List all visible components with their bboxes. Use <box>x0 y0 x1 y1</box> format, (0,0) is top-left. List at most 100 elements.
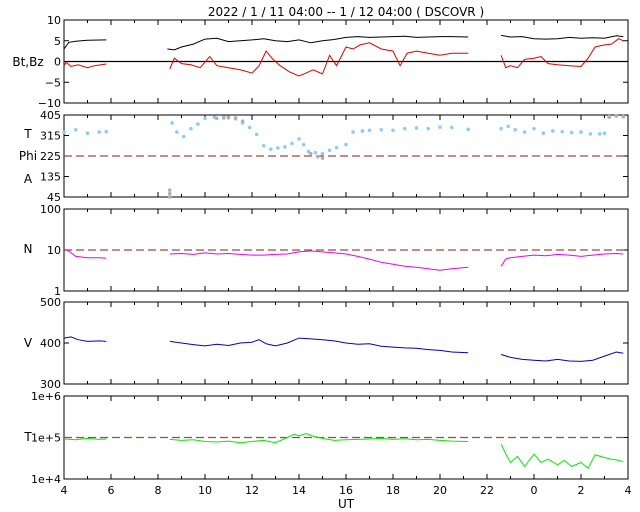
series-line-v <box>63 336 107 342</box>
y-tick-label: 315 <box>40 130 61 143</box>
y-axis-label: T <box>23 430 32 444</box>
data-point-phi <box>170 121 174 125</box>
data-point-phi <box>414 126 419 130</box>
data-point-phi-low- <box>316 154 320 159</box>
y-tick-label: 10 <box>47 244 61 257</box>
y-axis-label: V <box>24 336 33 350</box>
data-point-phi <box>104 129 109 134</box>
y-tick-label: 45 <box>47 191 61 204</box>
data-point-phi <box>261 143 266 148</box>
x-tick-label: 8 <box>155 484 162 497</box>
y-tick-label: 405 <box>40 109 61 122</box>
y-axis-label: Phi <box>19 149 37 163</box>
data-point-phi-low- <box>233 116 238 120</box>
x-tick-label: 14 <box>292 484 306 497</box>
data-point-phi <box>297 137 301 141</box>
data-point-phi <box>254 132 259 137</box>
data-point-phi <box>320 151 325 156</box>
data-point-phi <box>426 126 431 131</box>
data-point-phi-low- <box>607 115 611 120</box>
data-point-phi <box>379 128 384 132</box>
data-point-phi <box>402 126 407 131</box>
data-point-phi-low- <box>320 156 325 161</box>
series-line-n <box>169 250 469 271</box>
data-point-phi <box>569 130 574 135</box>
data-point-phi <box>391 128 395 133</box>
y-tick-label: 500 <box>40 296 61 309</box>
x-tick-label: 10 <box>198 484 212 497</box>
data-point-phi-low- <box>214 116 219 121</box>
y-tick-label: 300 <box>40 378 61 391</box>
y-tick-label: 225 <box>40 150 61 163</box>
y-tick-label: −10 <box>38 97 61 110</box>
y-tick-label: 1e+4 <box>31 473 61 486</box>
series-line-n <box>500 252 624 267</box>
x-tick-label: 6 <box>108 484 115 497</box>
series-line-bz <box>63 61 107 69</box>
data-point-phi <box>560 129 564 134</box>
data-point-phi-low- <box>614 113 619 118</box>
y-tick-label: 135 <box>40 171 61 184</box>
data-point-phi-low- <box>167 191 172 196</box>
y-axis-label: T <box>23 127 32 141</box>
series-line-t <box>63 437 107 441</box>
data-point-phi <box>62 130 66 134</box>
data-point-phi <box>588 132 593 136</box>
data-point-phi <box>449 125 454 130</box>
data-point-phi <box>175 130 179 134</box>
data-point-phi <box>290 141 294 146</box>
x-tick-label: 20 <box>433 484 447 497</box>
x-tick-label: 4 <box>61 484 68 497</box>
y-axis-label: A <box>24 172 33 186</box>
x-tick-label: 2 <box>578 484 585 497</box>
x-tick-label: 18 <box>386 484 400 497</box>
x-tick-label: 4 <box>625 484 632 497</box>
y-tick-label: 1e+6 <box>31 390 61 403</box>
data-point-phi <box>196 122 200 126</box>
y-axis-label: Bt,Bz <box>12 55 43 69</box>
series-line-bt <box>63 39 107 50</box>
data-point-phi <box>466 127 471 132</box>
y-tick-label: 5 <box>54 35 61 48</box>
y-tick-label: 0 <box>54 56 61 69</box>
data-point-phi-low- <box>222 116 226 120</box>
series-line-bt <box>501 34 624 40</box>
y-axis-label: N <box>24 242 33 256</box>
data-point-phi <box>203 116 207 121</box>
chart-title: 2022 / 1 / 11 04:00 -- 1 / 12 04:00 ( DS… <box>208 5 484 19</box>
data-point-phi <box>344 142 348 147</box>
data-point-phi <box>189 126 193 131</box>
data-point-phi <box>602 131 607 136</box>
series-line-t <box>169 432 469 444</box>
series-line-bt <box>167 35 469 51</box>
data-point-phi <box>351 130 355 134</box>
y-tick-label: −5 <box>45 76 61 89</box>
y-tick-label: 100 <box>40 203 61 216</box>
data-point-phi <box>513 128 517 132</box>
data-point-phi-low- <box>308 151 313 156</box>
x-tick-label: 16 <box>339 484 353 497</box>
data-point-phi <box>97 130 102 134</box>
data-point-phi-low- <box>621 114 626 119</box>
data-point-phi <box>301 142 306 147</box>
data-point-phi <box>360 129 365 133</box>
data-point-phi <box>522 130 527 134</box>
series-line-bz <box>169 42 469 77</box>
x-tick-label: 22 <box>480 484 494 497</box>
data-point-phi <box>506 124 510 129</box>
data-point-phi <box>73 128 78 132</box>
data-point-phi <box>367 128 372 133</box>
y-tick-label: 10 <box>47 14 61 27</box>
data-point-phi-low- <box>240 119 245 123</box>
series-line-v <box>500 351 624 362</box>
data-point-phi-low- <box>167 188 172 192</box>
series-line-t <box>500 443 624 470</box>
data-point-phi <box>334 145 339 150</box>
data-point-phi <box>182 134 186 139</box>
data-point-phi <box>247 125 252 130</box>
data-point-phi <box>541 131 546 136</box>
y-tick-label: 1e+5 <box>31 432 61 445</box>
x-tick-label: 0 <box>531 484 538 497</box>
data-point-phi <box>438 125 442 129</box>
